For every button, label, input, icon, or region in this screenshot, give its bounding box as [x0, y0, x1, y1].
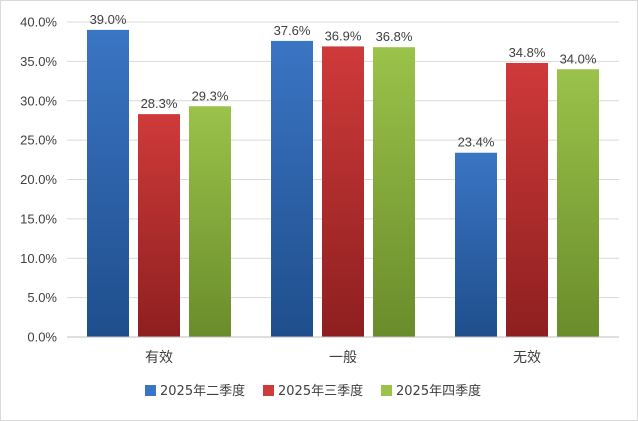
y-tick-label: 35.0%: [20, 54, 57, 69]
category-labels: 有效 一般 无效: [145, 350, 541, 366]
bar: [455, 152, 497, 337]
bar: [271, 40, 313, 338]
legend-swatch: [145, 385, 156, 396]
bar: [373, 47, 415, 337]
y-tick-label: 40.0%: [20, 15, 57, 30]
bar: [138, 114, 180, 337]
x-category-label: 有效: [145, 350, 173, 366]
legend-swatch: [263, 385, 274, 396]
legend: 2025年二季度 2025年三季度 2025年四季度: [145, 383, 481, 399]
y-tick-label: 20.0%: [20, 172, 57, 187]
y-tick-label: 5.0%: [27, 290, 57, 305]
legend-label: 2025年二季度: [160, 383, 245, 399]
data-label: 37.6%: [274, 23, 311, 38]
legend-label: 2025年四季度: [396, 383, 481, 399]
x-category-label: 无效: [513, 350, 541, 366]
bars: [87, 29, 599, 338]
bar: [506, 62, 548, 337]
data-label: 39.0%: [90, 12, 127, 27]
legend-label: 2025年三季度: [278, 383, 363, 399]
data-labels: 39.0% 28.3% 29.3% 37.6% 36.9% 36.8% 23.4% 34.8%…: [90, 12, 597, 150]
y-tick-label: 0.0%: [27, 330, 57, 345]
data-label: 36.8%: [376, 29, 413, 44]
x-category-label: 一般: [329, 350, 357, 366]
bar: [189, 106, 231, 337]
bar: [557, 69, 599, 337]
bar: [322, 46, 364, 337]
data-label: 34.0%: [560, 51, 597, 66]
y-axis-tick-labels: 0.0% 5.0% 10.0% 15.0% 20.0% 25.0% 30.0% 35.0% 40…: [20, 15, 57, 345]
y-tick-label: 30.0%: [20, 93, 57, 108]
y-tick-label: 15.0%: [20, 211, 57, 226]
legend-swatch: [381, 385, 392, 396]
data-label: 29.3%: [192, 88, 229, 103]
data-label: 23.4%: [458, 135, 495, 150]
y-tick-label: 10.0%: [20, 251, 57, 266]
data-label: 34.8%: [509, 45, 546, 60]
bar: [87, 29, 129, 337]
y-tick-label: 25.0%: [20, 133, 57, 148]
data-label: 28.3%: [141, 96, 178, 111]
data-label: 36.9%: [325, 28, 362, 43]
